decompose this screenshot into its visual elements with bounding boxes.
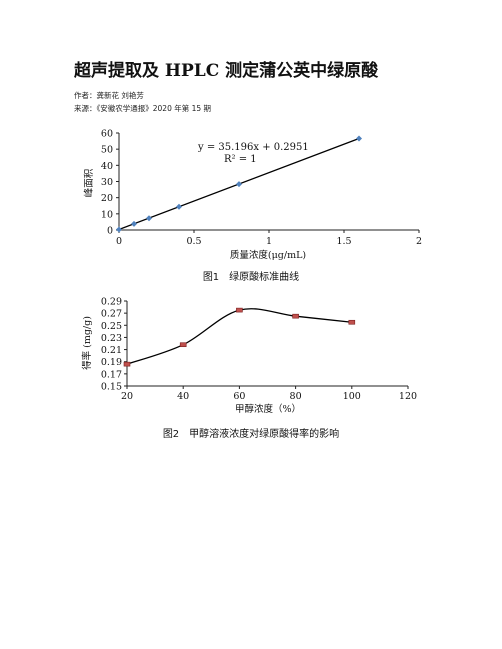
fig1-data-point (176, 203, 182, 210)
figure-2: 甲醇浓度（%） 得率 (mg/g) 图2 甲醇溶液浓度对绿原酸得率的影响 0.1… (81, 297, 417, 441)
fig1-data-point (356, 135, 362, 142)
fig2-y-tick-label: 0.21 (101, 345, 122, 356)
fig2-x-tick-label: 20 (121, 391, 133, 402)
fig2-x-tick-label: 80 (290, 391, 302, 402)
fig1-y-axis-label: 峰面积 (83, 168, 95, 197)
fig2-x-tick-label: 60 (233, 391, 245, 402)
figure-1: y = 35.196x + 0.2951 R² = 1 质量浓度(μg/mL) … (83, 129, 422, 284)
fig1-x-tick-label: 0.5 (186, 236, 201, 247)
fig2-x-tick-label: 120 (399, 391, 417, 402)
fig1-y-tick-label: 10 (101, 209, 113, 220)
fig1-y-tick-label: 0 (107, 226, 113, 237)
fig2-y-axis-label: 得率 (mg/g) (81, 316, 93, 370)
fig1-x-tick-label: 2 (416, 236, 422, 247)
fig1-y-tick-label: 50 (101, 145, 113, 156)
fig2-y-tick-label: 0.17 (101, 369, 122, 380)
fig2-data-point (292, 313, 299, 319)
fig2-caption: 图2 甲醇溶液浓度对绿原酸得率的影响 (163, 427, 339, 440)
fig2-y-tick-label: 0.19 (101, 357, 122, 368)
fig1-data-point (236, 181, 242, 188)
fig2-y-tick-label: 0.23 (101, 333, 122, 344)
article-title: 超声提取及 HPLC 测定蒲公英中绿原酸 (74, 61, 379, 81)
fig1-y-tick-label: 60 (101, 129, 113, 140)
fig1-x-tick-label: 1 (266, 236, 272, 247)
article-authors: 作者：龚新花 刘艳芳 (74, 91, 144, 100)
fig2-y-tick-label: 0.29 (101, 297, 122, 308)
fig1-data-point (131, 220, 137, 227)
fig2-data-point (236, 307, 243, 313)
fig2-series-line (126, 308, 352, 365)
fig2-data-point (179, 342, 187, 348)
fig2-x-tick-label: 40 (177, 391, 189, 402)
fig1-data-point (146, 215, 152, 222)
fig2-y-tick-label: 0.27 (101, 309, 122, 320)
article-source: 来源：《安徽农学通报》2020 年第 15 期 (74, 104, 212, 113)
fig1-equation: y = 35.196x + 0.2951 (197, 142, 309, 153)
fig1-caption: 图1 绿原酸标准曲线 (203, 270, 299, 283)
fig1-data-point (116, 226, 122, 233)
fig1-x-tick-label: 0 (116, 236, 122, 247)
fig1-x-tick-label: 1.5 (336, 236, 351, 247)
fig2-data-point (123, 361, 131, 367)
fig1-r-squared: R² = 1 (224, 154, 257, 165)
fig1-y-tick-label: 40 (101, 161, 113, 172)
fig2-data-point (348, 319, 356, 325)
fig1-x-axis-label: 质量浓度(μg/mL) (230, 249, 306, 261)
fig2-y-tick-label: 0.15 (101, 382, 122, 393)
fig1-y-tick-label: 20 (101, 193, 113, 204)
fig1-y-tick-label: 30 (101, 177, 113, 188)
fig2-x-tick-label: 100 (343, 391, 361, 402)
fig2-y-tick-label: 0.25 (101, 321, 122, 332)
fig2-x-axis-label: 甲醇浓度（%） (235, 403, 301, 415)
